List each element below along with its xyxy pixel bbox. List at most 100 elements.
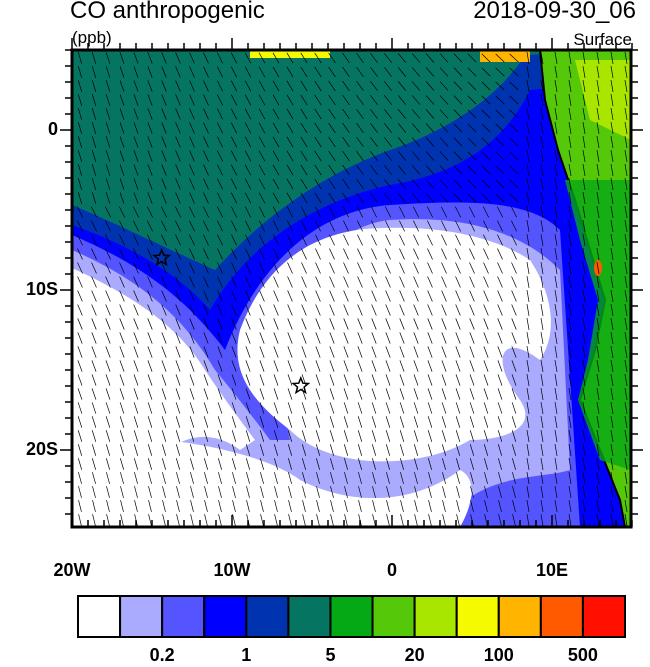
wind-vector — [218, 500, 222, 512]
wind-vector — [273, 402, 279, 414]
wind-vector — [511, 430, 517, 442]
wind-vector — [509, 165, 519, 175]
wind-vector — [470, 500, 474, 512]
wind-vector — [133, 192, 139, 204]
wind-vector — [526, 332, 530, 344]
wind-vector — [77, 304, 83, 316]
wind-vector — [582, 108, 586, 120]
wind-vector — [498, 472, 502, 484]
wind-vector — [427, 220, 433, 232]
wind-vector — [105, 136, 111, 148]
wind-vector — [453, 193, 463, 203]
wind-vector — [133, 164, 139, 176]
wind-vector — [413, 402, 419, 414]
wind-vector — [217, 136, 223, 148]
wind-vector — [624, 66, 628, 78]
wind-vector — [301, 248, 307, 260]
wind-vector — [91, 150, 97, 162]
wind-vector — [315, 346, 321, 358]
plot-units: (ppb) — [72, 28, 112, 47]
wind-vector — [596, 108, 600, 120]
wind-vector — [386, 486, 390, 498]
colorbar-label: 100 — [483, 645, 514, 665]
wind-vector — [512, 458, 516, 470]
wind-vector — [315, 262, 321, 274]
wind-vector — [244, 108, 252, 120]
wind-vector — [370, 179, 378, 189]
wind-vector — [189, 150, 195, 162]
wind-vector — [554, 290, 558, 302]
wind-vector — [203, 66, 209, 78]
wind-vector — [91, 164, 97, 176]
lat-label: 10S — [25, 279, 58, 299]
wind-vector — [300, 192, 308, 204]
wind-vector — [481, 179, 491, 189]
wind-vector — [413, 234, 419, 246]
wind-vector — [105, 304, 111, 316]
wind-vector — [204, 486, 208, 498]
wind-vector — [624, 374, 628, 386]
wind-vector — [484, 458, 488, 470]
field-white-main — [237, 227, 551, 462]
wind-vector — [397, 95, 407, 105]
wind-vector — [455, 262, 461, 274]
wind-vector — [624, 80, 628, 92]
wind-vector — [358, 472, 362, 484]
wind-vector — [554, 416, 558, 428]
wind-vector — [328, 122, 336, 134]
wind-vector — [190, 514, 194, 526]
wind-vector — [189, 402, 195, 414]
wind-vector — [439, 67, 449, 77]
wind-vector — [315, 388, 321, 400]
wind-vector — [91, 332, 97, 344]
wind-vector — [175, 276, 181, 288]
wind-vector — [175, 360, 181, 372]
wind-vector — [344, 472, 348, 484]
wind-vector — [439, 137, 449, 147]
wind-vector — [384, 53, 392, 63]
wind-vector — [245, 220, 251, 232]
wind-vector — [372, 472, 376, 484]
wind-vector — [399, 304, 405, 316]
wind-vector — [483, 444, 489, 456]
wind-vector — [133, 248, 139, 260]
wind-vector — [330, 500, 334, 512]
wind-vector — [357, 374, 363, 386]
wind-vector — [203, 402, 209, 414]
wind-vector — [244, 136, 252, 148]
wind-vector — [610, 346, 614, 358]
wind-vector — [189, 360, 195, 372]
wind-vector — [203, 94, 209, 106]
wind-vector — [147, 430, 153, 442]
wind-vector — [411, 137, 421, 147]
wind-vector — [356, 122, 364, 134]
wind-vector — [442, 486, 446, 498]
wind-vector — [357, 430, 363, 442]
wind-vector — [147, 276, 153, 288]
wind-vector — [455, 388, 461, 400]
wind-vector — [260, 458, 264, 470]
wind-vector — [232, 486, 236, 498]
wind-vector — [133, 150, 139, 162]
wind-vector — [400, 472, 404, 484]
wind-vector — [147, 262, 153, 274]
wind-vector — [147, 332, 153, 344]
wind-vector — [120, 514, 124, 526]
wind-vector — [540, 388, 544, 400]
wind-vector — [231, 430, 237, 442]
wind-vector — [273, 262, 279, 274]
wind-vector — [105, 262, 111, 274]
wind-vector — [230, 66, 238, 78]
wind-vector — [273, 444, 279, 456]
wind-vector — [526, 108, 530, 120]
wind-vector — [467, 53, 477, 63]
wind-vector — [272, 80, 280, 92]
wind-vector — [147, 374, 153, 386]
wind-vector — [217, 122, 223, 134]
wind-vector — [133, 444, 139, 456]
wind-vector — [244, 150, 252, 162]
wind-vector — [356, 150, 364, 162]
wind-vector — [286, 178, 294, 190]
wind-vector — [134, 472, 138, 484]
wind-vector — [357, 262, 363, 274]
